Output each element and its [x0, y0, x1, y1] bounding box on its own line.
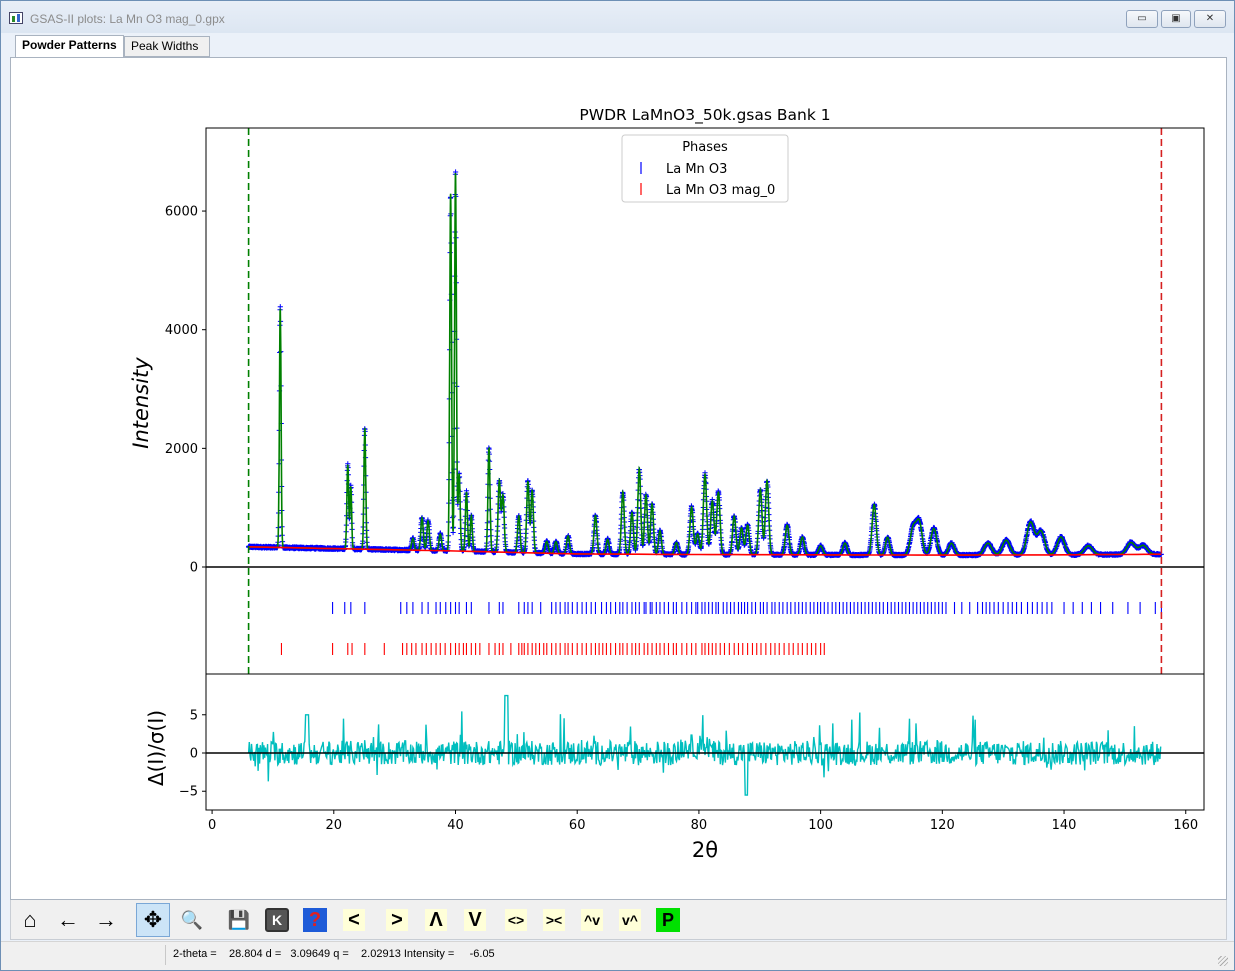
x-tick-label: 160	[1173, 818, 1198, 833]
pan-icon[interactable]: ✥	[136, 903, 170, 937]
help-icon[interactable]: ?	[298, 903, 332, 937]
forward-arrow-icon[interactable]: →	[95, 907, 117, 932]
x-tick-label: 0	[208, 818, 216, 833]
shift-down-icon[interactable]: V	[464, 909, 486, 931]
diff-axes-frame	[205, 673, 1205, 811]
diff-tick-label: 5	[190, 708, 198, 723]
y-tick-label: 2000	[165, 442, 198, 457]
home-icon[interactable]: ⌂	[23, 907, 37, 932]
legend-entry-phase2: La Mn O3 mag_0	[666, 183, 775, 198]
shift-right-icon[interactable]: >	[386, 909, 408, 931]
difference-curve	[247, 694, 1162, 796]
diff-tick-label: 0	[190, 747, 198, 762]
cursor-readout: 2-theta = 28.804 d = 3.09649 q = 2.02913…	[173, 948, 495, 960]
back-arrow-icon[interactable]: ←	[57, 907, 79, 932]
window-title: GSAS-II plots: La Mn O3 mag_0.gpx	[30, 12, 225, 26]
y-axis-label: Intensity	[129, 357, 153, 449]
plot-toolbar: ⌂ ← → ✥ 🔍 💾 K? < > Λ V <> >< ^v v^ P	[10, 900, 1227, 940]
x-tick-label: 140	[1052, 818, 1077, 833]
x-tick-label: 20	[326, 818, 343, 833]
x-tick-label: 40	[447, 818, 464, 833]
minimize-button[interactable]: ▭	[1126, 10, 1158, 28]
plot-canvas[interactable]: PWDR LaMnO3_50k.gsas Bank 1 Intensity Δ(…	[10, 57, 1227, 900]
shrink-horizontal-icon[interactable]: ><	[543, 909, 565, 931]
k-key-icon[interactable]: K	[260, 903, 294, 937]
x-tick-label: 120	[930, 818, 955, 833]
x-tick-label: 100	[808, 818, 833, 833]
zoom-icon[interactable]: 🔍	[180, 909, 204, 930]
expand-horizontal-icon[interactable]: <>	[505, 909, 527, 931]
shift-left-icon[interactable]: <	[343, 909, 365, 931]
calculated-curve	[248, 172, 1162, 556]
legend-title: Phases	[682, 140, 728, 155]
powder-pattern-plot[interactable]: PWDR LaMnO3_50k.gsas Bank 1 Intensity Δ(…	[11, 58, 1228, 901]
status-field-empty	[1, 945, 166, 965]
x-tick-label: 80	[691, 818, 708, 833]
resize-grip[interactable]	[1218, 956, 1228, 966]
tab-powder-patterns[interactable]: Powder Patterns	[15, 35, 124, 58]
diff-axis-label: Δ(I)/σ(I)	[144, 710, 168, 786]
close-button[interactable]: ✕	[1194, 10, 1226, 28]
shrink-vertical-icon[interactable]: v^	[619, 909, 641, 931]
save-icon[interactable]: 💾	[227, 909, 251, 930]
title-bar[interactable]: GSAS-II plots: La Mn O3 mag_0.gpx ▭ ▣ ✕	[1, 1, 1234, 33]
restore-button[interactable]: ▣	[1161, 10, 1191, 28]
expand-vertical-icon[interactable]: ^v	[581, 909, 603, 931]
chart-title: PWDR LaMnO3_50k.gsas Bank 1	[579, 106, 830, 125]
observed-data-markers	[246, 169, 1164, 559]
y-tick-label: 0	[190, 561, 198, 576]
plot-tabs: Powder Patterns Peak Widths	[10, 35, 1227, 58]
background-curve	[248, 546, 1162, 556]
p-key-icon[interactable]: P	[651, 903, 685, 937]
x-axis-label: 2θ	[692, 838, 718, 862]
y-tick-label: 6000	[165, 205, 198, 220]
app-icon	[9, 12, 23, 24]
legend-box	[621, 134, 789, 203]
x-tick-label: 60	[569, 818, 586, 833]
diff-tick-label: −5	[179, 785, 198, 800]
tab-peak-widths[interactable]: Peak Widths	[124, 36, 210, 57]
main-axes-frame	[205, 127, 1205, 675]
shift-up-icon[interactable]: Λ	[425, 909, 447, 931]
status-bar: 2-theta = 28.804 d = 3.09649 q = 2.02913…	[1, 941, 1234, 970]
legend: Phases La Mn O3 La Mn O3 mag_0	[621, 134, 789, 203]
y-tick-label: 4000	[165, 323, 198, 338]
legend-entry-phase1: La Mn O3	[666, 162, 727, 177]
